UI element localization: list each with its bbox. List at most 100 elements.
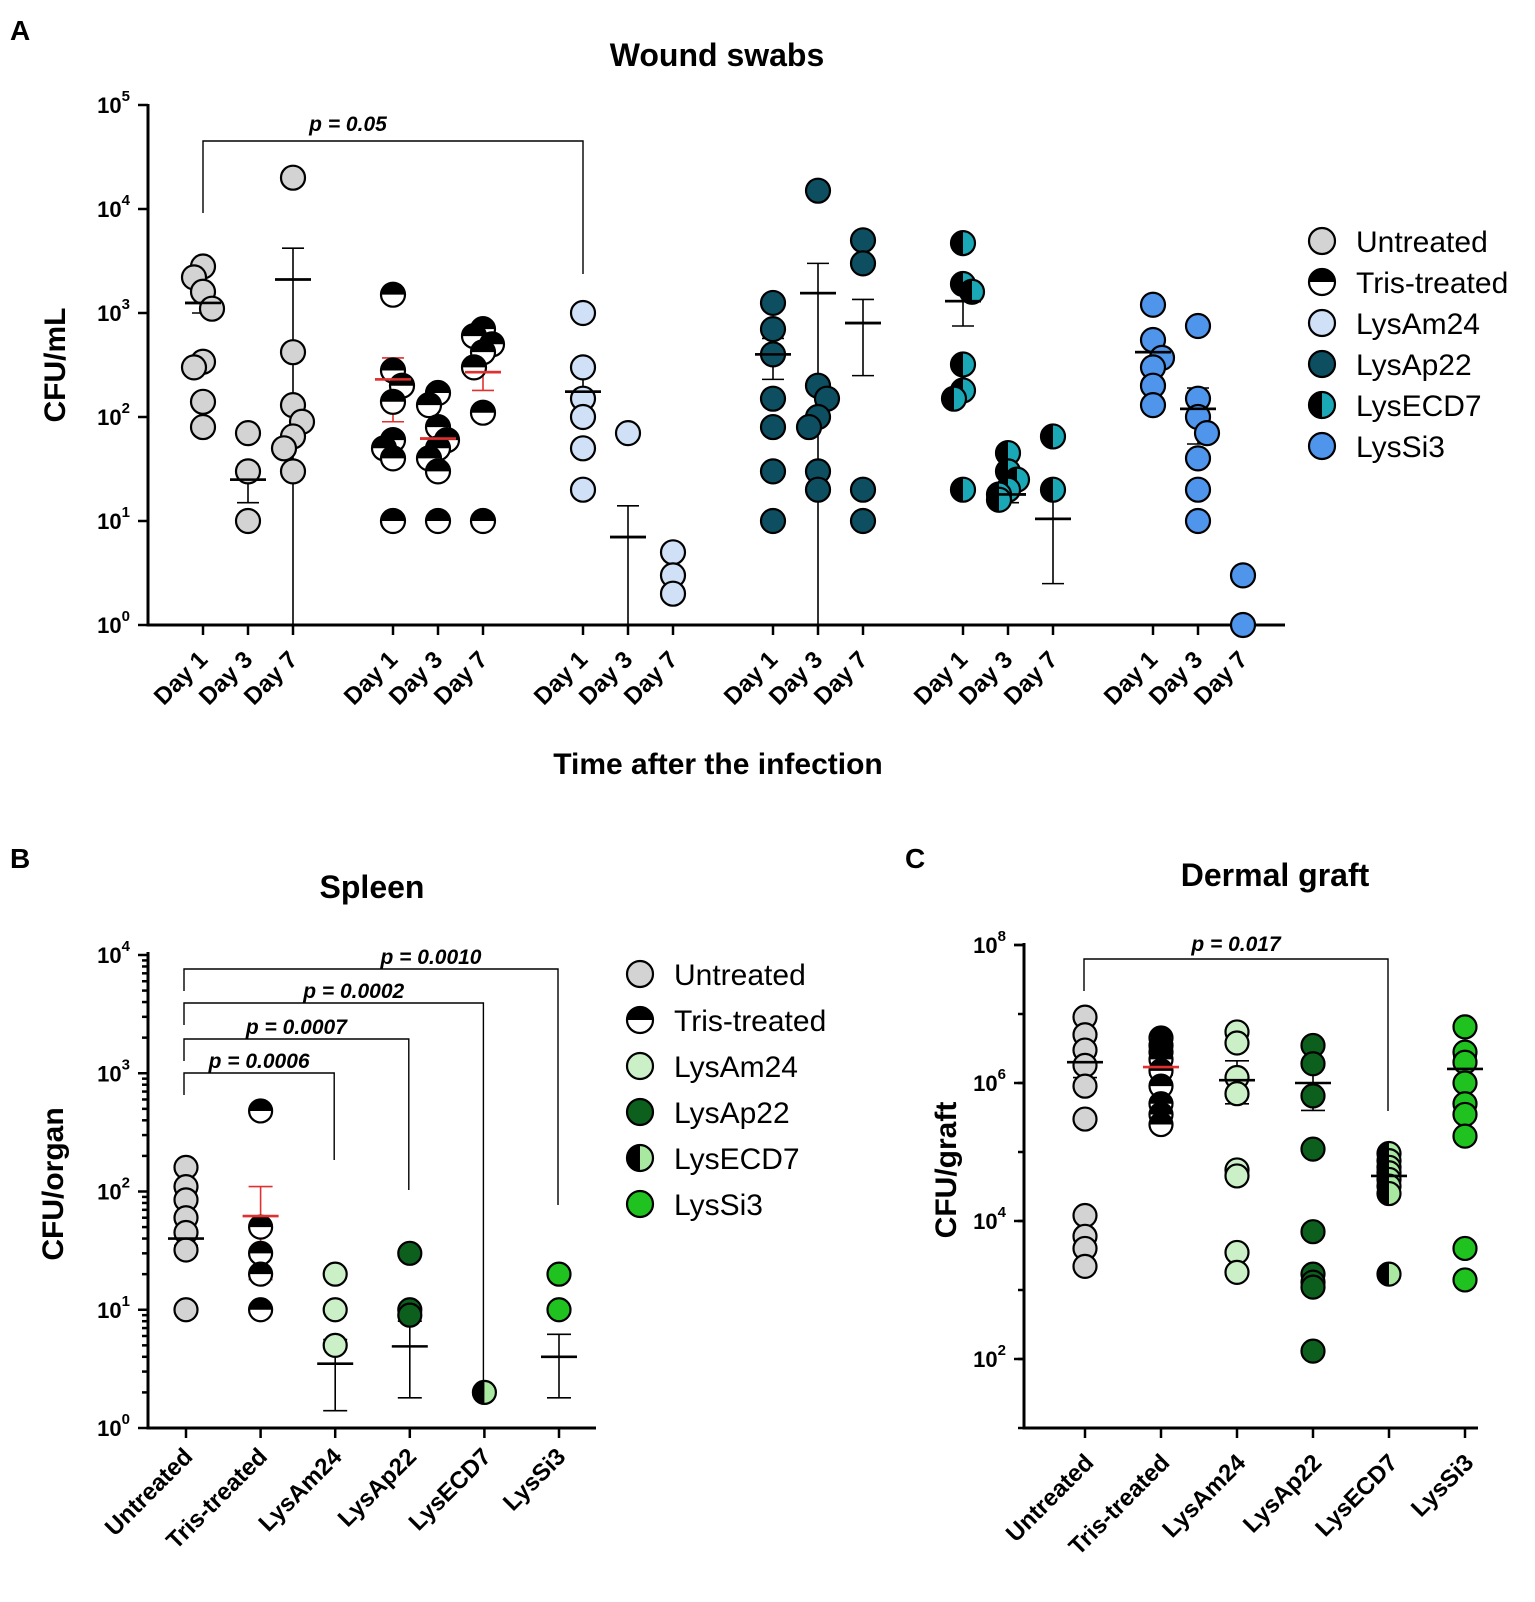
a-data-point	[849, 227, 877, 254]
a-comparison-bracket	[202, 140, 584, 274]
a-data-point	[569, 403, 597, 431]
a-data-point	[1229, 562, 1257, 589]
c-data-point	[1072, 1202, 1098, 1229]
c-data-point	[1224, 1259, 1250, 1285]
b-comparison-bracket	[183, 1002, 485, 1395]
legend-label: LysECD7	[674, 1143, 800, 1176]
c-data-point	[1452, 1267, 1478, 1293]
a-data-point	[759, 316, 787, 343]
c-data-point	[1452, 1049, 1478, 1075]
c-data-point	[1148, 1111, 1174, 1138]
c-data-point	[1072, 1253, 1098, 1279]
a-data-point	[279, 458, 307, 485]
b-data-point	[248, 1240, 274, 1266]
c-data-point	[1300, 1083, 1326, 1109]
legend-marker	[1307, 349, 1337, 379]
legend-marker	[1307, 390, 1337, 420]
a-data-point	[849, 507, 877, 535]
axes-b	[146, 952, 596, 1430]
legend-marker	[1307, 226, 1337, 256]
legend-marker	[625, 1051, 655, 1081]
a-data-point	[569, 476, 597, 503]
a-y-tick-label: 104	[97, 192, 130, 222]
c-data-point	[1452, 1123, 1478, 1149]
c-data-point	[1224, 1081, 1250, 1107]
legend-marker	[625, 1005, 655, 1035]
legend-label: Untreated	[674, 959, 806, 992]
legend-marker	[625, 1143, 655, 1173]
b-data-point	[248, 1214, 274, 1240]
a-data-point	[189, 413, 217, 441]
legend-label: LysAp22	[1356, 349, 1472, 382]
a-y-tick-label: 100	[97, 608, 130, 638]
a-data-point	[1184, 507, 1212, 535]
a-data-point	[469, 507, 497, 535]
legend-label: Tris-treated	[1356, 267, 1508, 300]
legend-label: LysSi3	[674, 1189, 763, 1222]
a-data-point	[804, 177, 832, 204]
b-comparison-bracket	[183, 1038, 410, 1190]
a-data-point	[1184, 445, 1212, 472]
c-data-point	[1072, 1106, 1098, 1132]
c-y-tick-label: 104	[973, 1204, 1006, 1234]
legend-marker	[625, 959, 655, 989]
a-data-point	[234, 420, 262, 447]
a-data-point	[940, 385, 968, 412]
c-data-point	[1300, 1051, 1326, 1077]
a-data-point	[949, 476, 977, 503]
legend-label: Tris-treated	[674, 1005, 826, 1038]
a-data-point	[180, 354, 208, 381]
a-data-point	[949, 351, 977, 378]
a-data-point	[1139, 392, 1167, 419]
legend-label: LysECD7	[1356, 390, 1482, 423]
c-data-point	[1452, 1101, 1478, 1128]
b-data-point	[248, 1261, 274, 1287]
c-data-point	[1148, 1073, 1174, 1099]
b-y-tick-label: 102	[97, 1175, 130, 1205]
c-y-tick-label: 108	[973, 928, 1006, 958]
a-data-point	[424, 413, 452, 441]
a-data-point	[569, 435, 597, 462]
a-data-point	[198, 295, 226, 322]
c-x-tick-label: LysSi3	[1406, 1449, 1479, 1522]
b-data-point	[397, 1302, 423, 1328]
b-data-point	[546, 1297, 572, 1323]
b-data-point	[173, 1297, 199, 1323]
a-data-point	[424, 458, 452, 485]
c-p-value: p = 0.017	[1190, 933, 1282, 956]
legend-label: LysSi3	[1356, 431, 1445, 464]
a-data-point	[958, 278, 986, 305]
a-data-point	[234, 507, 262, 535]
a-data-point	[659, 580, 687, 607]
c-x-tick-label: LysECD7	[1310, 1449, 1403, 1542]
a-data-point	[849, 250, 877, 277]
b-data-point	[322, 1261, 348, 1287]
a-data-point	[469, 399, 497, 426]
c-data-point	[1300, 1136, 1326, 1162]
c-data-point	[1072, 1073, 1098, 1099]
y-axis-label-b: CFU/organ	[37, 1107, 70, 1260]
a-data-point	[379, 281, 407, 308]
a-data-point	[1139, 291, 1167, 318]
a-data-point	[270, 435, 298, 462]
b-data-point	[397, 1240, 423, 1266]
a-data-point	[759, 385, 787, 412]
a-y-tick-label: 102	[97, 400, 130, 430]
a-data-point	[614, 420, 642, 447]
b-p-value: p = 0.0006	[208, 1050, 310, 1073]
a-data-point	[379, 388, 407, 415]
a-data-point	[279, 164, 307, 191]
a-data-point	[659, 539, 687, 566]
a-data-point	[759, 507, 787, 535]
b-comparison-bracket	[183, 968, 559, 1205]
chart-title-a: Wound swabs	[610, 37, 825, 73]
a-data-point	[1039, 423, 1067, 450]
a-data-point	[379, 445, 407, 472]
a-data-point	[189, 388, 217, 415]
a-data-point	[279, 339, 307, 366]
chart-title-b: Spleen	[320, 869, 425, 905]
a-data-point	[569, 299, 597, 327]
b-y-tick-label: 100	[97, 1411, 130, 1441]
a-data-point	[415, 392, 443, 419]
